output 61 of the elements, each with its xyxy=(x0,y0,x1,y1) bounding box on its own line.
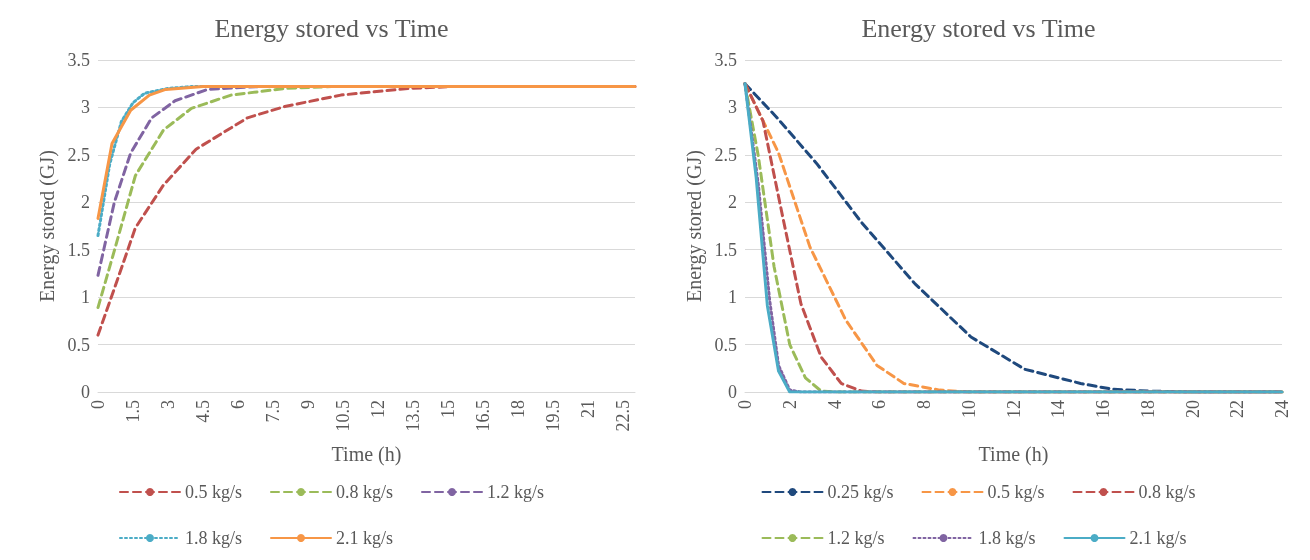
x-tick-label: 8 xyxy=(914,400,934,409)
x-tick-label: 16.5 xyxy=(473,400,494,432)
y-tick-label: 3 xyxy=(81,97,90,118)
x-tick-label: 14 xyxy=(1048,400,1069,418)
x-tick-label: 12 xyxy=(368,400,389,418)
y-tick-label: 1 xyxy=(728,287,737,308)
x-tick-label: 13.5 xyxy=(403,400,424,432)
x-tick-label: 18 xyxy=(1137,400,1158,418)
y-tick-label: 2.5 xyxy=(714,144,737,165)
x-axis-title: Time (h) xyxy=(331,443,402,466)
y-tick-label: 2.5 xyxy=(67,144,90,165)
x-tick-label: 4.5 xyxy=(193,400,214,423)
y-tick-label: 1.5 xyxy=(67,239,90,260)
legend-label: 1.2 kg/s xyxy=(487,482,545,502)
y-tick-label: 0.5 xyxy=(67,334,90,355)
x-tick-label: 3 xyxy=(158,400,179,409)
x-tick-label: 22.5 xyxy=(613,400,634,432)
x-tick-label: 0 xyxy=(735,400,755,409)
legend-label: 0.5 kg/s xyxy=(184,482,243,502)
x-tick-label: 4 xyxy=(824,400,845,409)
y-axis-title: Energy stored (GJ) xyxy=(35,150,59,302)
legend-label: 2.1 kg/s xyxy=(1129,528,1187,548)
y-tick-label: 3.5 xyxy=(67,50,90,70)
x-tick-label: 0 xyxy=(88,400,108,409)
chart-title: Energy stored vs Time xyxy=(861,13,1096,43)
legend-label: 1.2 kg/s xyxy=(827,528,885,548)
x-tick-label: 9 xyxy=(298,400,319,409)
legend-label: 1.8 kg/s xyxy=(184,528,243,548)
y-tick-label: 2 xyxy=(81,192,90,213)
x-tick-label: 2 xyxy=(779,400,800,409)
x-tick-label: 7.5 xyxy=(263,400,284,423)
y-tick-label: 3 xyxy=(728,97,737,118)
x-tick-label: 20 xyxy=(1182,400,1203,418)
x-axis-title: Time (h) xyxy=(978,443,1049,466)
x-tick-label: 16 xyxy=(1093,400,1113,418)
x-tick-label: 15 xyxy=(438,400,459,418)
chart-title: Energy stored vs Time xyxy=(214,13,449,43)
y-axis-title: Energy stored (GJ) xyxy=(682,150,706,302)
y-tick-label: 0.5 xyxy=(714,334,737,355)
x-tick-label: 24 xyxy=(1272,400,1292,418)
x-tick-label: 12 xyxy=(1003,400,1024,418)
x-tick-label: 19.5 xyxy=(543,400,564,432)
line-series xyxy=(743,82,1284,394)
legend-label: 0.5 kg/s xyxy=(987,482,1045,502)
x-tick-label: 22 xyxy=(1227,400,1248,418)
y-tick-label: 2 xyxy=(728,192,737,213)
x-tick-label: 18 xyxy=(508,400,529,418)
x-tick-label: 10 xyxy=(958,400,979,418)
y-tick-label: 1 xyxy=(81,287,90,308)
x-tick-label: 10.5 xyxy=(333,400,354,432)
x-tick-label: 1.5 xyxy=(123,400,144,423)
y-tick-label: 3.5 xyxy=(714,50,737,70)
y-tick-label: 1.5 xyxy=(714,239,737,260)
x-tick-label: 6 xyxy=(228,400,249,409)
x-tick-label: 21 xyxy=(578,400,599,418)
legend-label: 0.25 kg/s xyxy=(827,482,894,502)
x-tick-label: 6 xyxy=(869,400,890,409)
legend-label: 0.8 kg/s xyxy=(336,482,394,502)
legend-label: 1.8 kg/s xyxy=(978,528,1036,548)
legend-label: 2.1 kg/s xyxy=(336,528,394,548)
legend-label: 0.8 kg/s xyxy=(1138,482,1196,502)
